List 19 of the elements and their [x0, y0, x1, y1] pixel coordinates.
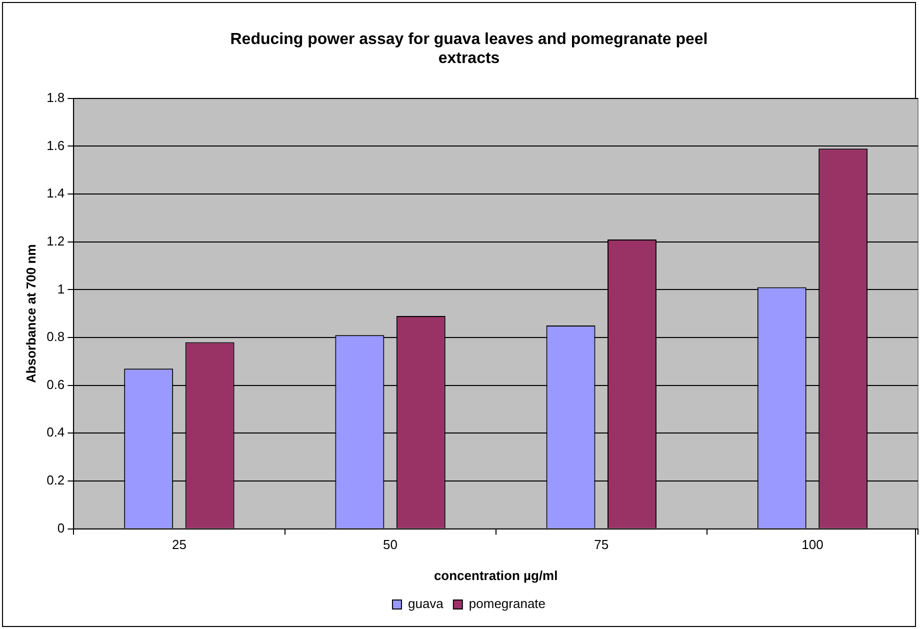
y-tick-label: 1.2: [46, 233, 65, 248]
y-tick-label: 1.6: [46, 138, 65, 153]
y-tick-label: 0.6: [46, 376, 65, 392]
x-tick-label: 75: [594, 537, 609, 552]
chart-title: Reducing power assay for guava leaves and pomegranate peel extracts: [230, 31, 708, 68]
y-tick-label: 0: [57, 520, 65, 536]
x-tick-label: 50: [383, 537, 398, 552]
y-tick-label: 1.8: [46, 90, 65, 105]
y-tick-label: 1.4: [46, 186, 65, 201]
y-axis-title: Absorbance at 700 nm: [23, 244, 38, 383]
x-axis-title: concentration µg/ml: [434, 568, 558, 583]
y-tick-label: 0.8: [46, 329, 65, 344]
legend-label: pomegranate: [468, 596, 546, 612]
x-tick-label: 25: [172, 537, 186, 552]
y-tick-label: 0.4: [46, 424, 65, 440]
y-tick-label: 1: [57, 281, 65, 296]
legend-label: guava: [408, 596, 444, 612]
y-tick-label: 0.2: [46, 472, 65, 488]
x-tick-label: 100: [802, 537, 824, 552]
